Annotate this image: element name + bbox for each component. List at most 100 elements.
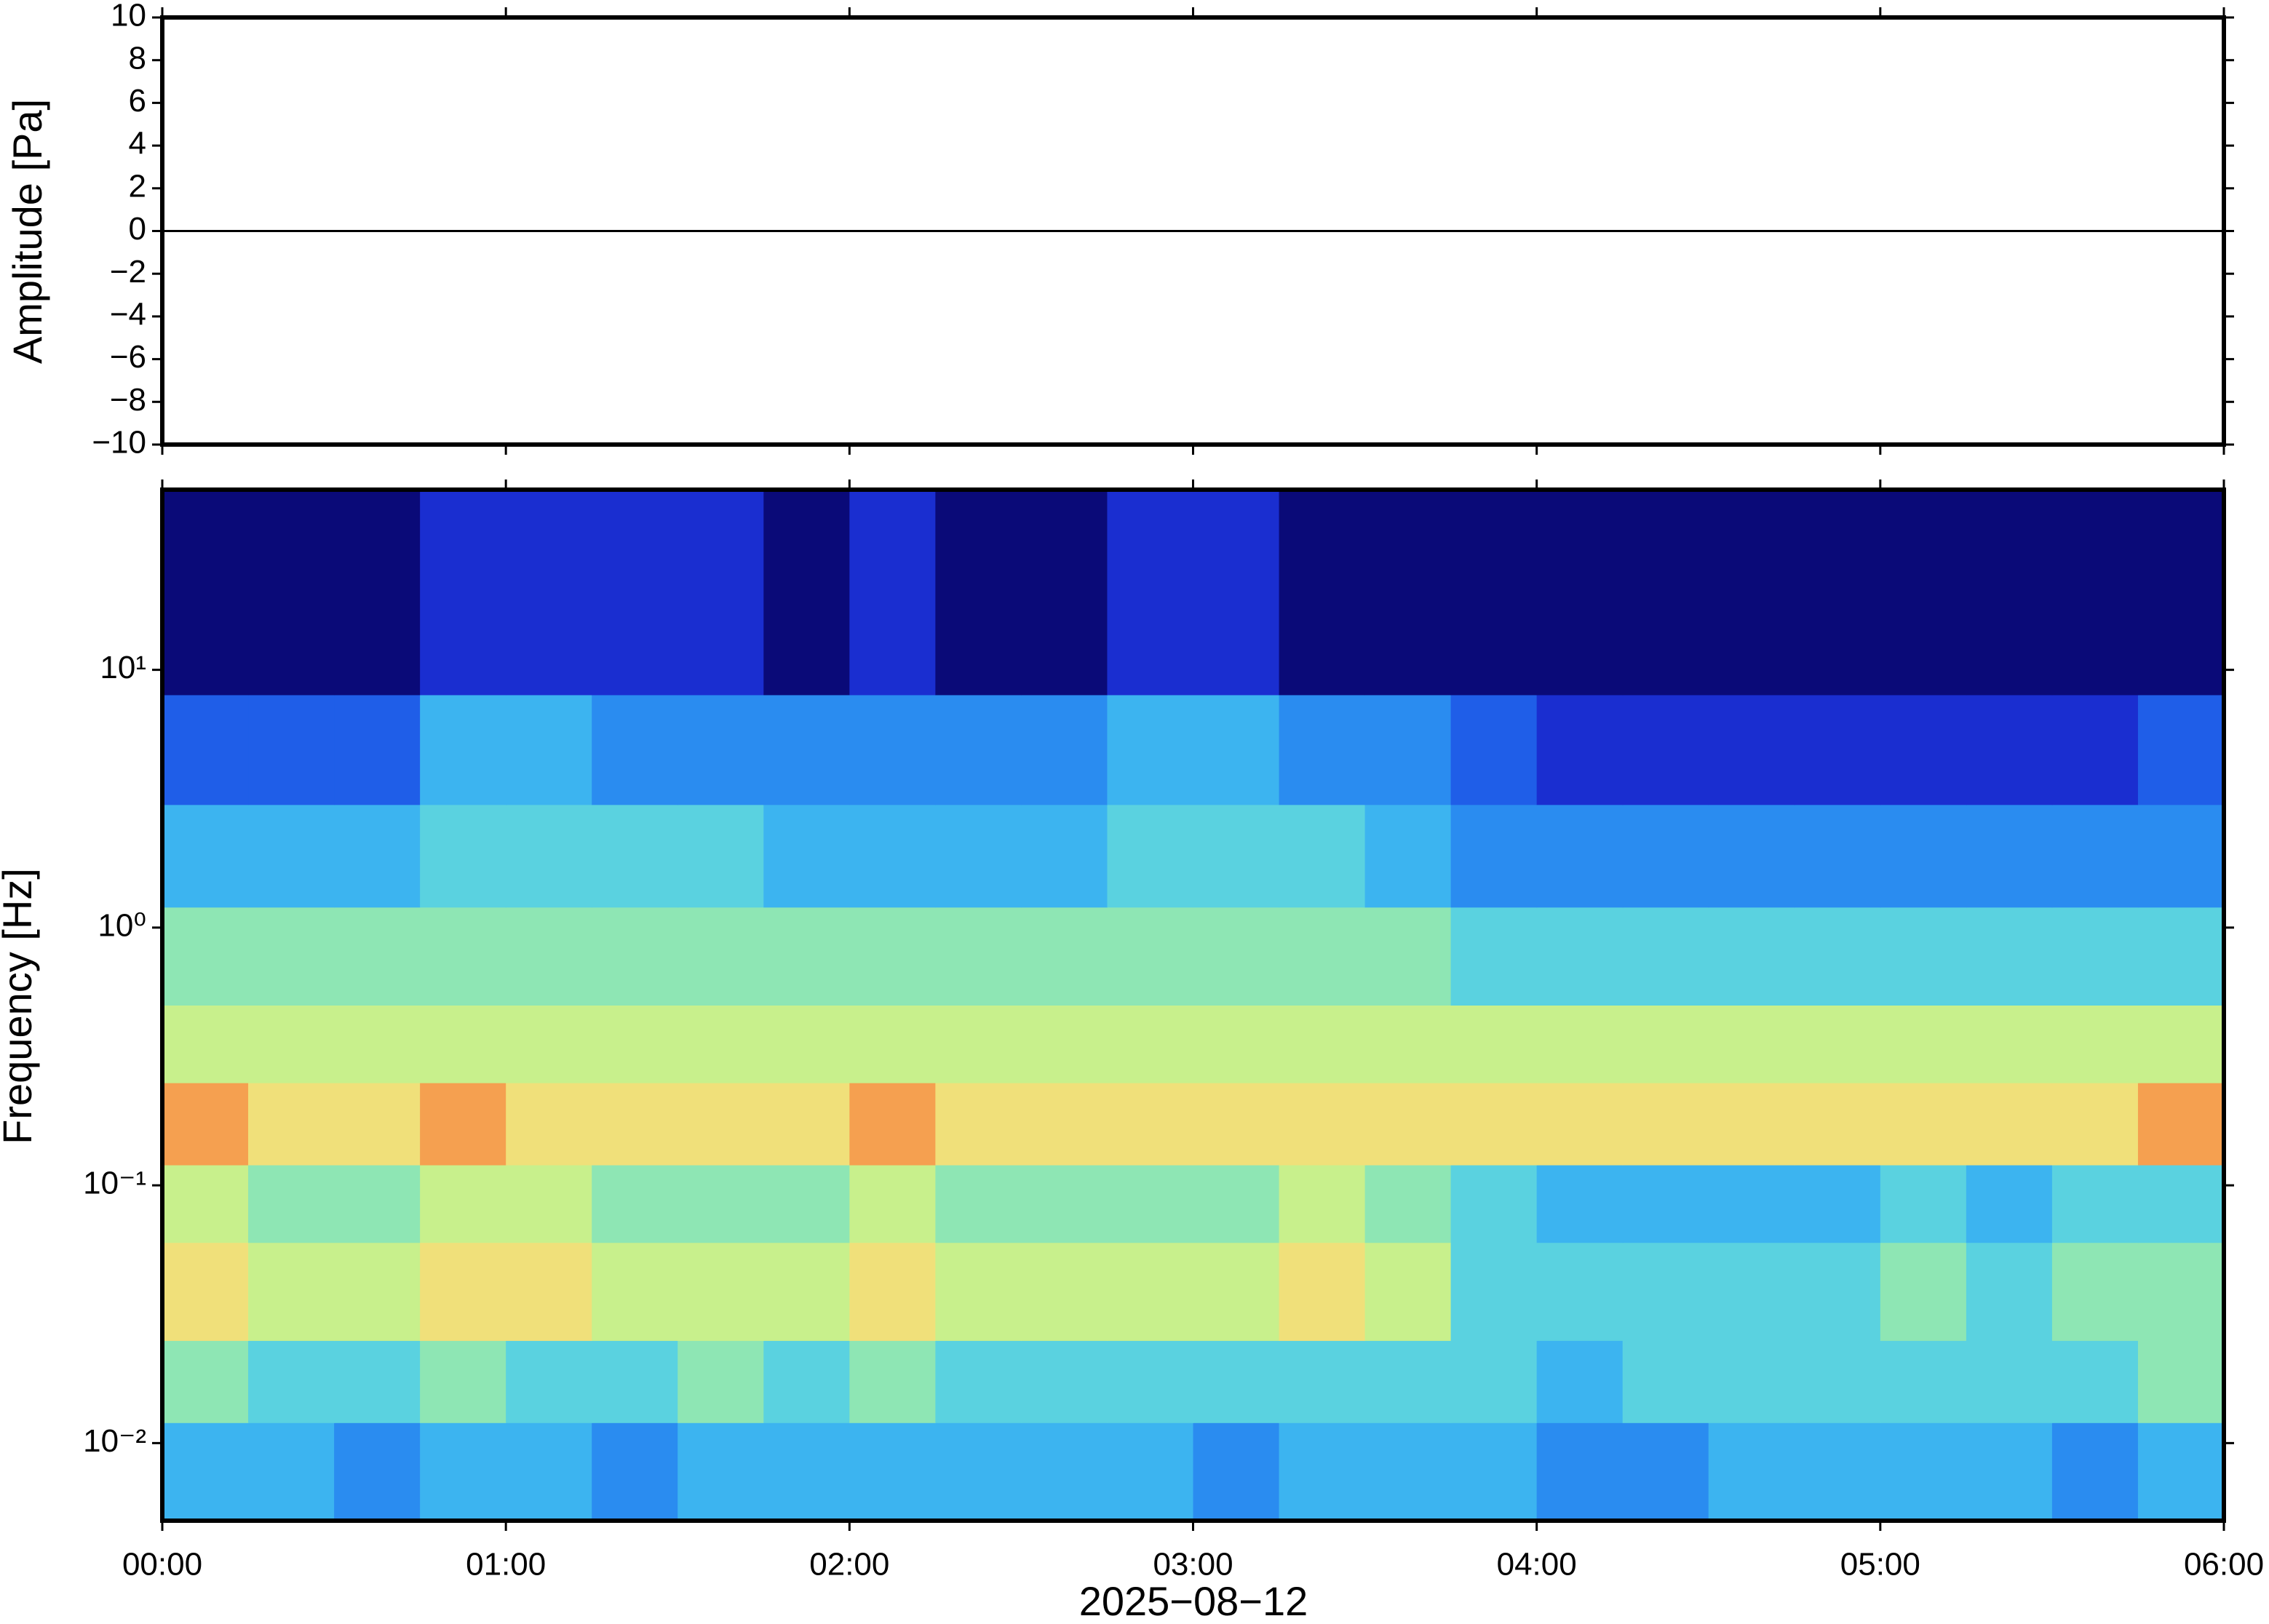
spectrogram-cell — [248, 694, 335, 805]
spectrogram-cell — [1536, 1422, 1624, 1521]
spectrogram-cell — [334, 1340, 421, 1423]
y-tick-label: 10⁻¹ — [83, 1166, 146, 1201]
spectrogram-cell — [677, 1165, 764, 1243]
spectrogram-cell — [1107, 1165, 1193, 1243]
y-tick-label: 10⁰ — [98, 907, 146, 943]
spectrogram-cell — [849, 1083, 936, 1166]
spectrogram-cell — [1279, 1165, 1366, 1243]
spectrogram-cell — [1966, 1340, 2053, 1423]
spectrogram-cell — [1193, 1165, 1280, 1243]
spectrogram-cell — [248, 490, 335, 696]
spectrogram-cell — [2137, 1165, 2225, 1243]
spectrogram-cell — [1622, 1340, 1709, 1423]
spectrogram-cell — [506, 1165, 592, 1243]
spectrogram-cell — [1364, 694, 1452, 805]
spectrogram-cell — [1966, 804, 2053, 908]
spectrogram-cell — [1364, 1005, 1452, 1083]
spectrogram-cell — [1193, 1083, 1280, 1166]
spectrogram-cell — [1622, 1083, 1709, 1166]
spectrogram-cell — [1021, 1005, 1108, 1083]
spectrogram-cell — [162, 1083, 249, 1166]
spectrogram-cell — [849, 1340, 936, 1423]
spectrogram-cell — [1021, 1165, 1108, 1243]
spectrogram-cell — [935, 1083, 1022, 1166]
y-tick-label: 4 — [129, 126, 146, 162]
spectrogram-cell — [162, 1242, 249, 1341]
spectrogram-cell — [1966, 907, 2053, 1006]
spectrogram-cell — [763, 1005, 850, 1083]
spectrogram-cell — [1880, 694, 1967, 805]
spectrogram-cell — [162, 694, 249, 805]
spectrogram-cell — [2137, 1422, 2225, 1521]
spectrogram-cell — [763, 490, 850, 696]
spectrogram-cell — [248, 804, 335, 908]
spectrogram-cell — [1364, 907, 1452, 1006]
spectrogram-cell — [935, 1005, 1022, 1083]
spectrogram-cell — [506, 490, 592, 696]
spectrogram-cell — [1107, 804, 1193, 908]
spectrogram-cell — [592, 1422, 678, 1521]
spectrogram-cell — [1880, 1083, 1967, 1166]
spectrogram-cell — [1536, 1242, 1624, 1341]
y-tick-label: 6 — [129, 83, 146, 119]
spectrogram-cell — [849, 1165, 936, 1243]
spectrogram-cell — [1279, 907, 1366, 1006]
spectrogram-cell — [420, 1422, 506, 1521]
spectrogram-cell — [935, 694, 1022, 805]
spectrogram-cell — [1364, 490, 1452, 696]
spectrogram-cell — [849, 1005, 936, 1083]
spectrogram-cell — [677, 1242, 764, 1341]
spectrogram-cell — [162, 1165, 249, 1243]
y-tick-label: 0 — [129, 211, 146, 247]
x-tick-label: 03:00 — [1153, 1547, 1233, 1583]
spectrogram-cell — [1107, 1242, 1193, 1341]
spectrogram-cell — [248, 907, 335, 1006]
spectrogram-cell — [935, 1242, 1022, 1341]
spectrogram-cell — [592, 1165, 678, 1243]
spectrogram-cell — [2137, 1083, 2225, 1166]
spectrogram-cell — [1880, 804, 1967, 908]
spectrogram-cell — [334, 907, 421, 1006]
spectrogram-cell — [1107, 1083, 1193, 1166]
spectrogram-cell — [1708, 1083, 1795, 1166]
spectrogram-cell — [1708, 490, 1795, 696]
spectrogram-cell — [1794, 694, 1881, 805]
spectrogram-cell — [849, 694, 936, 805]
spectrogram-cell — [763, 804, 850, 908]
spectrogram-cell — [677, 1340, 764, 1423]
spectrogram-cell — [1021, 1340, 1108, 1423]
spectrogram-cell — [763, 1242, 850, 1341]
spectrogram-cell — [1880, 1165, 1967, 1243]
spectrogram-cell — [420, 804, 506, 908]
spectrogram-cell — [1794, 1242, 1881, 1341]
spectrogram-cell — [935, 1165, 1022, 1243]
spectrogram-cell — [506, 907, 592, 1006]
spectrogram-cell — [1794, 1083, 1881, 1166]
spectrogram-cell — [1622, 490, 1709, 696]
y-tick-label: 8 — [129, 40, 146, 76]
spectrogram-cell — [1279, 490, 1366, 696]
spectrogram-cell — [248, 1005, 335, 1083]
spectrogram-cell — [2051, 1422, 2139, 1521]
spectrogram-cell — [162, 1005, 249, 1083]
spectrogram-cell — [420, 907, 506, 1006]
x-tick-label: 01:00 — [466, 1547, 546, 1583]
spectrogram-cell — [1107, 1422, 1193, 1521]
spectrogram-cell — [506, 694, 592, 805]
spectrogram-cell — [1536, 490, 1624, 696]
spectrogram-cell — [1193, 1242, 1280, 1341]
spectrogram-cell — [1279, 1422, 1366, 1521]
spectrogram-cell — [1622, 1422, 1709, 1521]
spectrogram-cell — [1536, 1005, 1624, 1083]
spectrogram-cell — [1193, 1340, 1280, 1423]
spectrogram-cell — [1193, 804, 1280, 908]
spectrogram-cell — [935, 804, 1022, 908]
spectrogram-cell — [1966, 694, 2053, 805]
y-tick-label: 10¹ — [100, 650, 146, 685]
y-tick-label: −2 — [110, 254, 146, 290]
spectrogram-cell — [763, 907, 850, 1006]
spectrogram-cell — [2051, 1165, 2139, 1243]
spectrogram-cell — [763, 1422, 850, 1521]
